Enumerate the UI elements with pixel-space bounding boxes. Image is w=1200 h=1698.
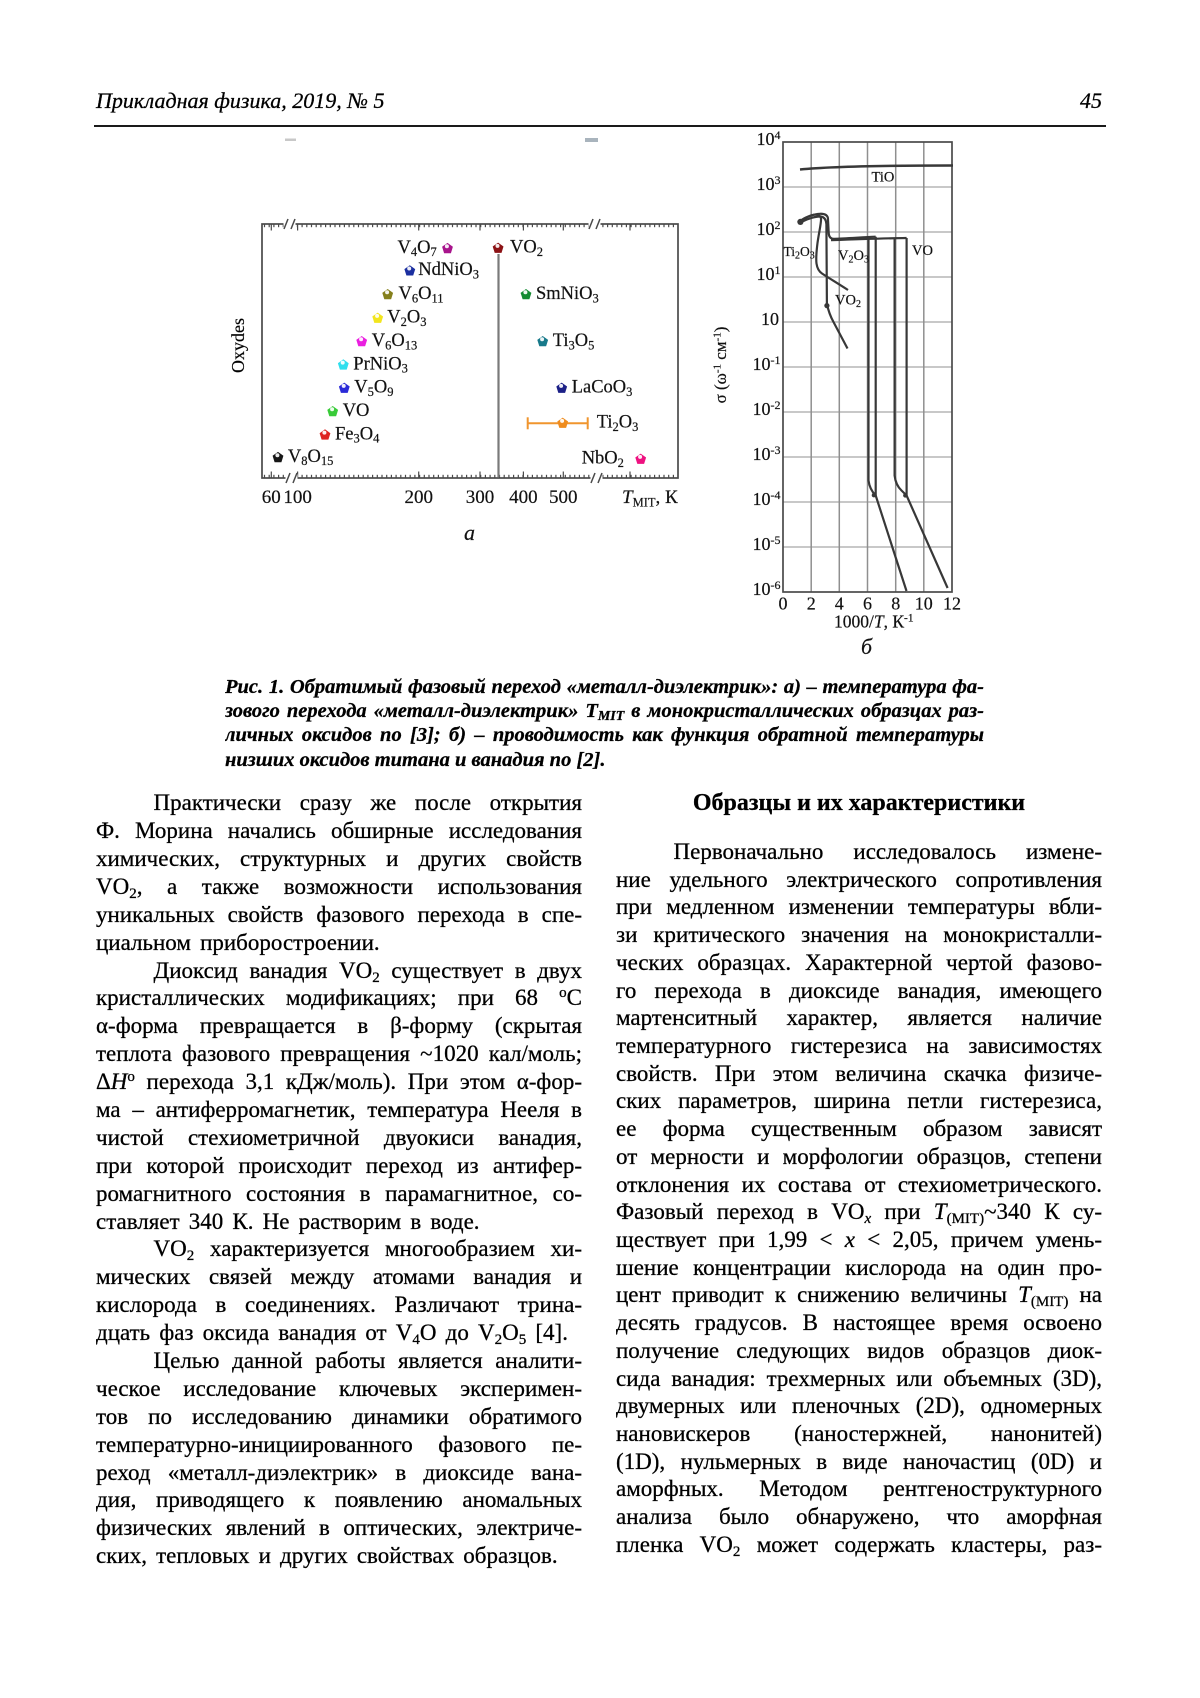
svg-text:NbO2: NbO2 [582, 449, 624, 470]
svg-text:6: 6 [863, 594, 872, 614]
svg-text:12: 12 [943, 594, 961, 614]
svg-text:VO2: VO2 [835, 293, 861, 311]
svg-text:10-6: 10-6 [753, 578, 781, 599]
svg-text:σ (ω-1 см-1): σ (ω-1 см-1) [711, 327, 730, 404]
svg-text:VO: VO [343, 401, 370, 421]
svg-text:100: 100 [283, 487, 312, 508]
svg-text:4: 4 [835, 594, 844, 614]
svg-text:SmNiO3: SmNiO3 [536, 284, 599, 305]
svg-text:2: 2 [807, 594, 816, 614]
svg-text:0: 0 [779, 594, 788, 614]
svg-text:101: 101 [757, 263, 781, 284]
svg-text:б: б [861, 634, 873, 659]
svg-text:TiO: TiO [872, 170, 895, 186]
svg-text:Ti2O3: Ti2O3 [784, 244, 815, 262]
svg-text:1000/T, К-1: 1000/T, К-1 [834, 612, 914, 632]
svg-text:10: 10 [761, 309, 779, 329]
svg-text:102: 102 [757, 218, 781, 239]
svg-text:10-5: 10-5 [753, 533, 781, 554]
svg-text:LaCoO3: LaCoO3 [572, 378, 633, 399]
svg-text:10-1: 10-1 [753, 353, 781, 374]
svg-text:а: а [464, 520, 475, 545]
svg-text:V2O3: V2O3 [387, 308, 426, 329]
svg-text:10-2: 10-2 [753, 398, 781, 419]
svg-text:VO2: VO2 [510, 238, 543, 259]
svg-text:10: 10 [915, 594, 933, 614]
svg-text:103: 103 [757, 173, 781, 194]
svg-text:Ti2O3: Ti2O3 [597, 413, 639, 434]
svg-text:Fe3O4: Fe3O4 [335, 424, 380, 445]
svg-text:V6O11: V6O11 [399, 284, 444, 305]
svg-text:NdNiO3: NdNiO3 [418, 260, 479, 281]
svg-text:TMIT, К: TMIT, К [622, 487, 678, 510]
svg-text:400: 400 [509, 487, 538, 508]
svg-text:300: 300 [466, 487, 495, 508]
svg-text:PrNiO3: PrNiO3 [353, 354, 408, 375]
svg-text:Oxydes: Oxydes [228, 318, 248, 373]
svg-text:V5O9: V5O9 [354, 378, 393, 399]
svg-text:VO: VO [912, 243, 933, 259]
svg-text:V8O15: V8O15 [288, 447, 334, 468]
svg-text:200: 200 [404, 487, 433, 508]
svg-text:10-4: 10-4 [753, 488, 781, 509]
svg-text:V6O13: V6O13 [372, 331, 418, 352]
svg-text:8: 8 [891, 594, 900, 614]
svg-text:500: 500 [549, 487, 578, 508]
svg-text:V4O7: V4O7 [398, 238, 437, 259]
svg-text:V2O3: V2O3 [838, 248, 869, 266]
svg-text:104: 104 [757, 130, 781, 149]
svg-text:60: 60 [262, 487, 281, 508]
svg-text:10-3: 10-3 [753, 443, 781, 464]
svg-text:Ti3O5: Ti3O5 [553, 331, 595, 352]
